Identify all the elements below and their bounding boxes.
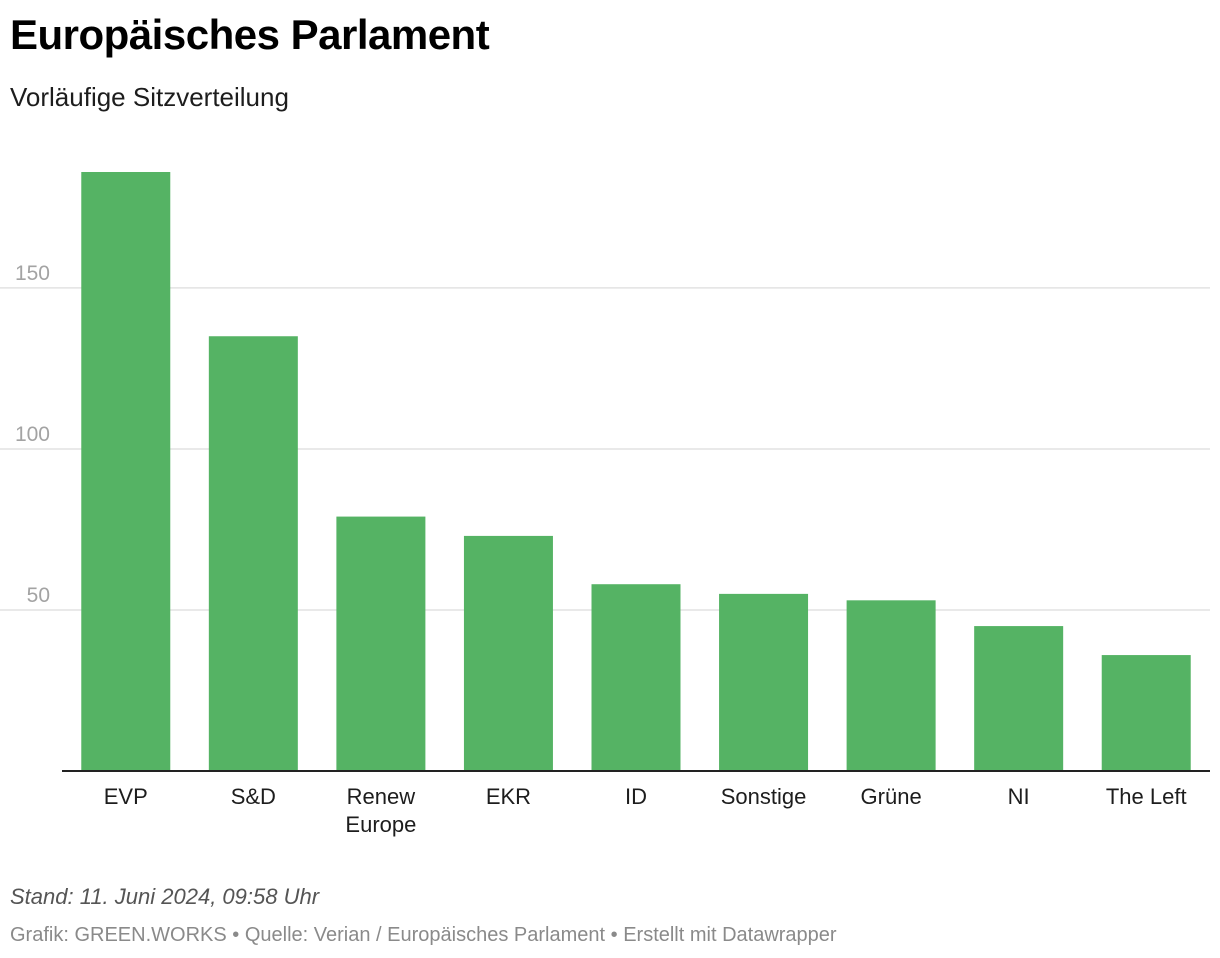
footer-separator: • [610,924,618,946]
y-tick-label: 50 [27,584,50,607]
bar [974,626,1064,771]
chart-subtitle: Vorläufige Sitzverteilung [10,82,289,112]
y-tick-label: 150 [15,262,50,285]
x-tick-label: S&D [231,784,276,809]
bar [1101,655,1191,771]
y-tick-label: 100 [15,423,50,446]
bar-chart: 50 100 150 EVP S&D Renew Europe EKR ID Sonstige Gr… [0,172,1210,837]
chart-notes: Stand: 11. Juni 2024, 09:58 Uhr [10,884,320,909]
x-tick-label: Renew Europe [345,784,416,837]
bar [208,336,298,771]
x-tick-label: ID [625,784,647,809]
x-tick-label: Grüne [861,784,922,809]
bar [81,172,171,771]
footer-separator: • [232,924,240,946]
tool-text: Erstellt mit Datawrapper [623,924,837,946]
x-tick-label: Sonstige [721,784,807,809]
bar [591,584,681,771]
credit-text: Grafik: GREEN.WORKS [10,924,227,946]
x-tick-label: EKR [486,784,531,809]
source-text: Quelle: Verian / Europäisches Parlament [244,924,606,946]
x-tick-label: EVP [104,784,148,809]
bar [336,516,426,771]
x-tick-label: The Left [1106,784,1187,809]
bar [463,535,553,771]
x-tick-label: NI [1008,784,1030,809]
chart-footer: Grafik: GREEN.WORKS • Quelle: Verian / E… [10,922,837,948]
chart-title: Europäisches Parlament [10,11,490,58]
bar [719,593,809,771]
bar [846,600,936,771]
